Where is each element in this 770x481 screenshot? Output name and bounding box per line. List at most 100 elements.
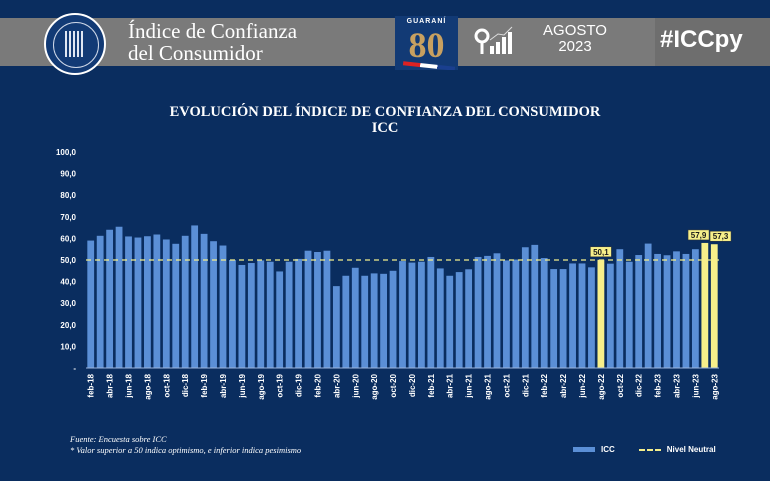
chart-title-block: EVOLUCIÓN DEL ÍNDICE DE CONFIANZA DEL CO… [0,104,770,136]
x-tick-label: oct-22 [616,373,625,397]
report-year: 2023 [558,38,592,55]
x-tick-label: ago-19 [257,373,266,399]
bar-ago-20 [370,273,378,368]
x-tick-label: jun-18 [125,373,134,398]
x-tick-label: jun-20 [351,373,360,398]
y-tick-label: 90,0 [60,170,76,179]
bar-jul-18 [134,237,142,368]
interpretation-note: * Valor superior a 50 indica optimismo, … [70,445,302,455]
x-tick-label: dic-21 [521,373,530,397]
x-tick-label: oct-21 [502,373,511,397]
bar-dic-21 [521,247,529,368]
y-tick-label: - [73,364,76,373]
data-label-box [590,246,612,258]
x-tick-label: dic-22 [635,373,644,397]
x-tick-label: feb-22 [540,373,549,397]
footer-notes: Fuente: Encuesta sobre ICC * Valor super… [70,434,301,456]
bar-feb-18 [87,240,95,368]
y-tick-label: 30,0 [60,299,76,308]
bar-ago-22 [597,259,605,368]
bar-feb-19 [200,233,208,368]
bar-ene-19 [191,225,199,368]
bar-oct-22 [616,249,624,368]
chart-title: EVOLUCIÓN DEL ÍNDICE DE CONFIANZA DEL CO… [169,104,601,120]
bar-nov-19 [285,261,293,368]
bar-feb-21 [427,256,435,368]
bar-may-18 [115,226,123,368]
legend-swatch-neutral [638,448,661,451]
data-label: 57,9 [691,231,707,240]
bar-abr-18 [106,229,114,368]
bcp-seal-logo [44,13,106,75]
bar-may-22 [569,263,576,368]
bar-feb-22 [540,258,548,368]
x-tick-label: ago-21 [484,373,493,399]
bar-nov-20 [399,261,406,368]
y-tick-label: 20,0 [60,321,76,330]
anniversary-top: GUARANÍ [406,18,447,25]
title-line-1: Índice de Confianza [128,19,298,43]
bar-may-19 [229,260,236,368]
legend-swatch-icc [573,447,595,452]
x-tick-label: ago-18 [143,373,152,399]
bar-jul-23 [701,242,709,368]
bar-jun-19 [238,264,246,368]
y-tick-label: 40,0 [60,278,76,287]
x-tick-label: feb-23 [654,373,663,397]
header-title: Índice de Confianza del Consumidor [128,20,297,64]
bar-abr-21 [446,275,454,368]
x-tick-label: feb-19 [200,373,209,397]
x-tick-label: abr-19 [219,373,228,398]
bar-oct-18 [162,239,170,368]
bar-abr-19 [219,245,227,368]
bar-may-21 [455,272,463,368]
y-tick-label: 50,0 [60,256,76,265]
bar-may-23 [682,253,690,368]
data-label: 57,3 [713,232,729,241]
bar-ago-19 [257,260,265,368]
x-tick-label: abr-20 [332,373,341,398]
x-tick-label: jun-21 [465,373,474,398]
report-period: AGOSTO 2023 [540,23,610,55]
header-band-right [655,18,770,66]
bar-feb-20 [314,252,321,368]
bar-abr-20 [332,286,340,368]
bar-jul-20 [361,275,369,368]
bar-mar-18 [96,235,104,368]
bar-nov-21 [512,259,520,368]
x-tick-label: feb-18 [87,373,96,397]
bar-ene-21 [417,261,425,368]
data-label-box [709,230,732,242]
bar-jun-21 [465,269,473,368]
x-tick-label: ago-22 [597,373,606,399]
bar-sep-22 [606,263,614,368]
bar-dic-18 [181,235,189,368]
guarani-80-logo: GUARANÍ 80 [395,16,458,70]
bar-sep-18 [153,234,161,368]
bar-dic-19 [295,258,302,368]
data-label-box [687,229,710,241]
x-tick-label: abr-23 [672,373,681,398]
bar-jun-22 [578,263,586,368]
x-tick-label: oct-18 [162,373,171,397]
data-label: 50,1 [593,248,609,257]
y-tick-label: 10,0 [60,342,76,351]
x-tick-label: abr-22 [559,373,568,398]
bar-nov-18 [172,243,180,368]
y-tick-label: 80,0 [60,191,76,200]
x-tick-label: dic-18 [181,373,190,397]
title-line-2: del Consumidor [128,41,263,65]
x-tick-label: feb-20 [313,373,322,397]
bar-nov-22 [625,261,633,368]
x-tick-label: jun-23 [691,373,700,398]
report-month: AGOSTO [543,22,607,39]
bar-oct-19 [276,271,284,368]
x-tick-label: ago-20 [370,373,379,399]
magnifier-bar-chart-icon [474,26,516,63]
bar-feb-23 [654,253,661,368]
x-tick-label: dic-20 [408,373,417,397]
chart-legend: ICC Nivel Neutral [573,445,716,454]
bar-ene-20 [304,250,312,368]
x-tick-label: ago-23 [710,373,719,399]
bar-may-20 [342,275,350,368]
